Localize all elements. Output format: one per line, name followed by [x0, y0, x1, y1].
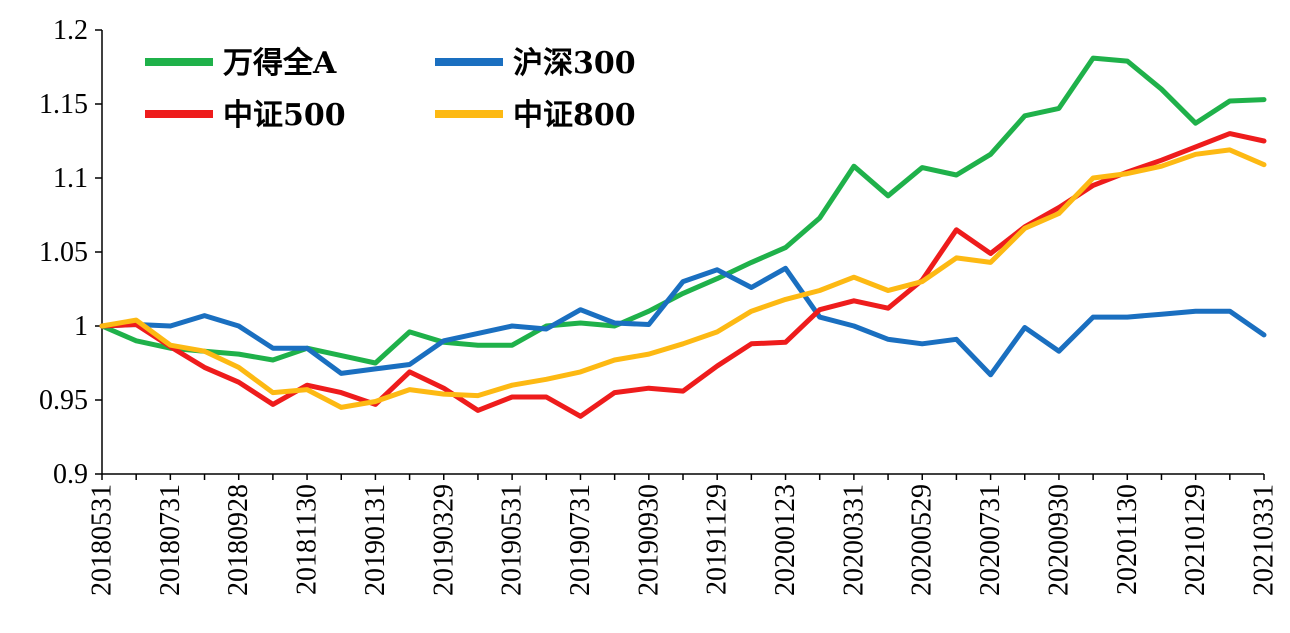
legend-label-3: 中证800 [513, 98, 636, 133]
y-tick-label: 0.9 [53, 459, 88, 490]
x-tick-label: 20200731 [975, 484, 1006, 596]
y-tick-label: 1.05 [39, 237, 88, 268]
y-tick-label: 1.2 [53, 15, 88, 46]
y-tick-label: 0.95 [39, 385, 88, 416]
y-tick-label: 1.1 [53, 163, 88, 194]
x-tick-label: 20190731 [565, 484, 596, 596]
series-line-1 [99, 265, 1267, 378]
y-tick-label: 1 [74, 311, 88, 342]
x-axis: 20180531 20180731 20180928 20181130 20190131… [87, 473, 1280, 596]
plot-area [99, 55, 1267, 419]
legend-label-2: 中证500 [223, 98, 346, 133]
legend: 万得全A 沪深300 中证500 中证800 [145, 46, 636, 133]
x-tick-label: 20201130 [1112, 484, 1143, 595]
x-tick-label: 20180531 [87, 484, 118, 596]
x-tick-label: 20190531 [497, 484, 528, 596]
x-tick-label: 20200123 [770, 484, 801, 596]
x-tick-label: 20190930 [633, 484, 664, 596]
x-tick-label: 20180928 [223, 484, 254, 596]
x-tick-label: 20190131 [360, 484, 391, 596]
legend-label-1: 沪深300 [513, 46, 636, 81]
x-tick-label: 20200930 [1043, 484, 1074, 596]
x-tick-label: 20210331 [1249, 484, 1280, 596]
x-tick-label: 20181130 [292, 484, 323, 595]
x-tick-label: 20190329 [428, 484, 459, 596]
x-tick-label: 20210129 [1180, 484, 1211, 596]
series-line-3 [99, 147, 1267, 410]
legend-label-0: 万得全A [223, 46, 337, 81]
x-tick-label: 20191129 [702, 484, 733, 595]
series-line-2 [99, 131, 1267, 419]
x-tick-label: 20200529 [907, 484, 938, 596]
y-tick-label: 1.15 [39, 89, 88, 120]
series-line-0 [99, 55, 1267, 366]
x-tick-label: 20200331 [838, 484, 869, 596]
x-tick-label: 20180731 [155, 484, 186, 596]
y-axis: 0.9 0.95 1 1.05 1.1 1.15 1.2 [39, 15, 103, 490]
